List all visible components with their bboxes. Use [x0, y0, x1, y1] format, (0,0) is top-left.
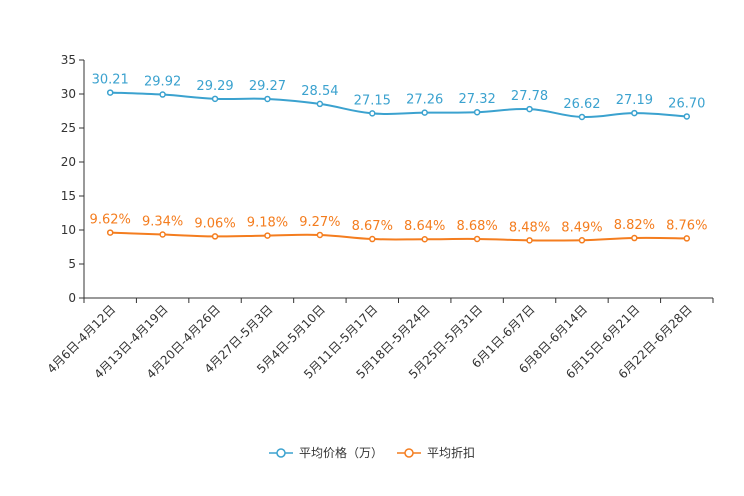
data-label: 9.06% — [194, 216, 235, 231]
data-label: 29.92 — [144, 75, 181, 90]
legend-item-avg-price[interactable]: 平均价格（万） — [268, 444, 383, 461]
data-point — [369, 235, 376, 243]
data-point — [421, 109, 428, 116]
data-point — [159, 91, 166, 98]
data-point — [211, 233, 219, 240]
y-tick-label: 25 — [61, 121, 76, 135]
data-label: 27.78 — [511, 89, 548, 104]
data-point — [631, 109, 638, 117]
data-label: 27.15 — [354, 93, 391, 108]
y-tick-label: 0 — [68, 291, 76, 305]
data-label: 27.26 — [406, 93, 443, 108]
data-point — [106, 229, 114, 236]
y-tick-label: 10 — [61, 223, 76, 237]
data-label: 28.54 — [301, 84, 338, 99]
y-tick-label: 15 — [61, 189, 76, 203]
data-point — [159, 231, 166, 238]
data-point — [526, 105, 533, 113]
y-axis-ticks: 0 5 10 15 20 25 30 35 — [61, 53, 84, 305]
data-label: 29.29 — [196, 79, 233, 94]
legend-marker-avg-price-icon — [268, 447, 293, 458]
data-point — [578, 237, 586, 244]
data-label: 8.49% — [561, 220, 602, 235]
chart-legend: 平均价格（万） 平均折扣 — [0, 444, 744, 461]
y-tick-label: 30 — [61, 87, 76, 101]
data-point — [211, 95, 219, 103]
data-label: 27.32 — [459, 92, 496, 107]
data-label: 27.19 — [616, 93, 653, 108]
data-label: 9.34% — [142, 214, 183, 229]
data-point — [631, 234, 638, 242]
y-tick-label: 5 — [68, 257, 76, 271]
data-point — [316, 231, 324, 239]
data-label: 8.64% — [404, 219, 445, 234]
data-label: 30.21 — [92, 73, 129, 88]
data-point — [473, 235, 481, 243]
data-point — [264, 95, 271, 103]
series-line-0 — [110, 91, 687, 119]
legend-item-avg-discount[interactable]: 平均折扣 — [397, 444, 475, 461]
data-point — [369, 110, 376, 117]
data-label: 26.70 — [668, 96, 705, 111]
data-label: 8.68% — [456, 219, 497, 234]
data-point — [316, 100, 324, 108]
data-point — [421, 235, 428, 243]
data-point — [473, 108, 481, 116]
data-point — [683, 235, 691, 242]
data-point — [683, 113, 691, 120]
data-point — [264, 232, 271, 239]
x-axis-ticks: 4月6日-4月12日4月13日-4月19日4月20日-4月26日4月27日-5月… — [44, 298, 714, 382]
series-line-1 — [110, 231, 687, 242]
legend-label-avg-price: 平均价格（万） — [298, 446, 383, 460]
data-point — [578, 113, 586, 121]
chart-series: 30.21 29.92 29.29 29.27 28.54 27.15 27.26 27.32… — [90, 73, 707, 244]
data-point — [526, 237, 533, 244]
data-label: 29.27 — [249, 79, 286, 94]
data-label: 8.82% — [614, 218, 655, 233]
y-tick-label: 35 — [61, 53, 76, 67]
data-label: 8.48% — [509, 220, 550, 235]
legend-label-avg-discount: 平均折扣 — [427, 446, 476, 460]
data-label: 26.62 — [563, 97, 600, 112]
data-label: 9.27% — [299, 215, 340, 230]
data-label: 9.18% — [247, 216, 288, 231]
data-label: 9.62% — [90, 213, 131, 228]
data-label: 8.76% — [666, 218, 707, 233]
legend-marker-avg-discount-icon — [397, 447, 421, 458]
y-tick-label: 20 — [61, 155, 76, 169]
data-label: 8.67% — [352, 219, 393, 234]
data-point — [106, 89, 114, 96]
